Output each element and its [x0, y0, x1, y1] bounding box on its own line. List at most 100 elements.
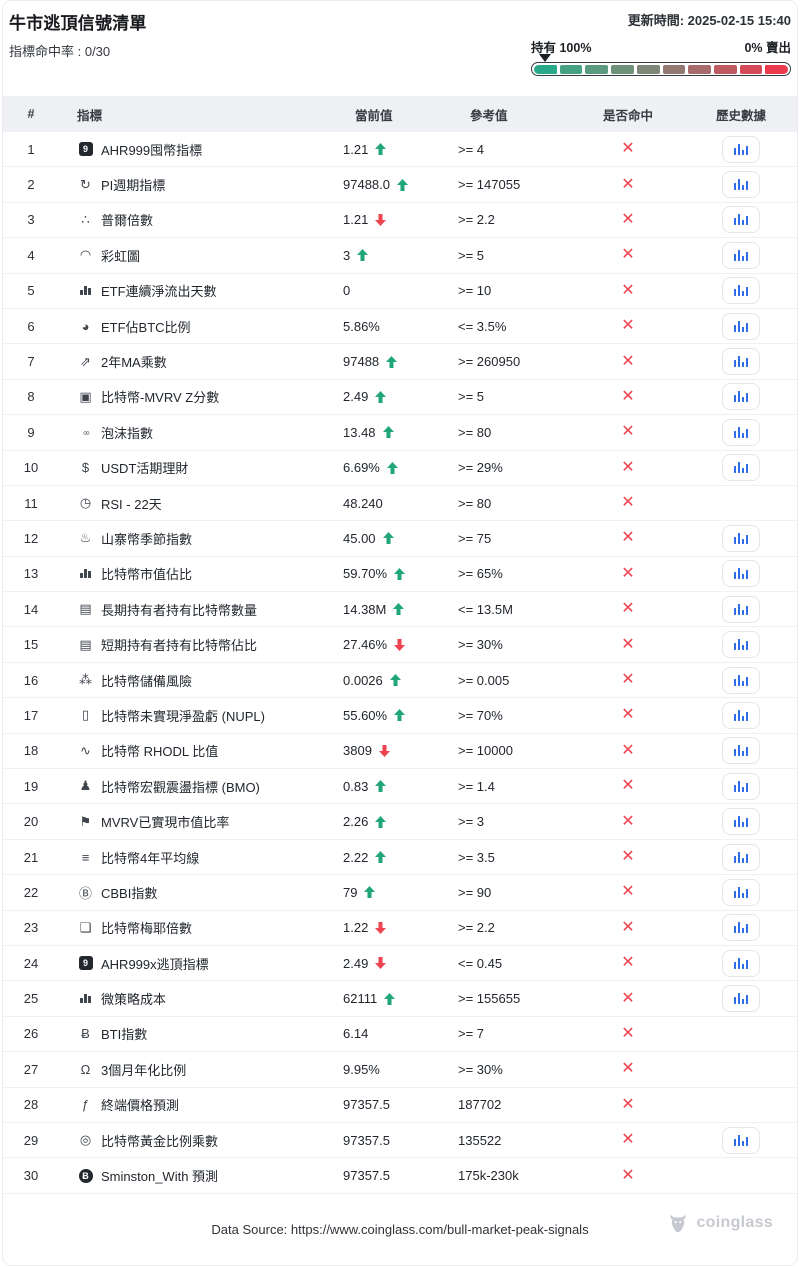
reference-value: >= 7 [458, 1026, 485, 1042]
table-row: 5 ETF連續淨流出天數 0 >= 10 ✕ [3, 273, 797, 309]
table-row: 24 9 AHR999x逃頂指標 2.49 <= 0.45 ✕ [3, 945, 797, 982]
row-number: 13 [23, 566, 39, 582]
miss-x-icon: ✕ [621, 918, 635, 936]
column-header-hit: 是否命中 [602, 108, 653, 123]
table-row: 4 ◠ 彩虹圖 3 >= 5 ✕ [3, 238, 797, 274]
history-chart-button[interactable] [722, 206, 760, 234]
table-row: 3 ∴ 普爾倍數 1.21 >= 2.2 ✕ [3, 202, 797, 239]
indicator-name: 比特幣4年平均線 [101, 850, 200, 866]
history-chart-button[interactable] [722, 808, 760, 836]
history-chart-button[interactable] [722, 312, 760, 340]
row-number: 8 [27, 389, 35, 405]
indicator-name: 短期持有者持有比特幣佔比 [101, 638, 258, 654]
clipboard-icon: ▣ [79, 388, 92, 404]
history-chart-button[interactable] [722, 878, 760, 906]
bar-chart-icon [733, 143, 749, 155]
current-value: 1.22 [343, 920, 369, 936]
bar-chart-icon [733, 745, 749, 757]
history-chart-button[interactable] [722, 418, 760, 446]
gauge-segment [636, 64, 660, 74]
trend-down-icon [375, 214, 387, 226]
current-value: 27.46% [343, 637, 388, 653]
history-chart-button[interactable] [722, 348, 760, 376]
history-chart-button[interactable] [722, 949, 760, 977]
miss-x-icon: ✕ [621, 529, 635, 547]
history-chart-button[interactable] [722, 914, 760, 942]
miss-x-icon: ✕ [621, 210, 635, 228]
gauge-segment [559, 64, 583, 74]
trend-up-icon [375, 815, 387, 828]
indicator-name: 比特幣儲備風險 [101, 673, 193, 689]
sell-percent-label: 0% 賣出 [744, 41, 791, 55]
reference-value: >= 90 [458, 884, 492, 900]
current-value: 97357.5 [343, 1097, 390, 1113]
history-chart-button[interactable] [722, 631, 760, 659]
indicator-name: 比特幣梅耶倍數 [101, 921, 193, 937]
statue-icon: ♟ [79, 778, 92, 794]
history-chart-button[interactable] [722, 1126, 760, 1154]
current-value: 2.49 [343, 389, 369, 405]
bar-chart-icon [733, 249, 749, 261]
current-value: 3809 [343, 743, 372, 759]
page-header: 牛市逃頂信號清單 更新時間: 2025-02-15 15:40 指標命中率 : … [3, 1, 797, 96]
row-number: 30 [23, 1168, 39, 1184]
current-value: 97488.0 [343, 177, 390, 193]
row-number: 20 [23, 814, 39, 830]
bar-chart-icon [733, 179, 749, 191]
history-chart-button[interactable] [722, 135, 760, 163]
history-chart-button[interactable] [722, 666, 760, 694]
current-value: 97357.5 [343, 1132, 390, 1148]
trend-down-icon [394, 638, 406, 651]
miss-x-icon: ✕ [621, 1060, 635, 1078]
history-chart-button[interactable] [722, 454, 760, 482]
history-chart-button[interactable] [722, 277, 760, 305]
history-chart-button[interactable] [722, 843, 760, 871]
history-chart-button[interactable] [722, 241, 760, 269]
miss-x-icon: ✕ [621, 1024, 635, 1042]
history-chart-button[interactable] [722, 524, 760, 552]
history-chart-button[interactable] [722, 737, 760, 765]
history-chart-button[interactable] [722, 171, 760, 199]
bar-chart-icon [733, 462, 749, 474]
trend-up-icon [375, 390, 387, 403]
trend-up-icon [394, 709, 406, 722]
history-chart-button[interactable] [722, 985, 760, 1013]
history-chart-button[interactable] [722, 595, 760, 623]
history-chart-button[interactable] [722, 701, 760, 729]
bar-chart-icon [733, 780, 749, 792]
nine-badge-icon: 9 [77, 142, 94, 157]
copy-icon: ❏ [79, 919, 92, 935]
miss-x-icon: ✕ [621, 494, 635, 512]
coinglass-brand-name: coinglass [696, 1213, 773, 1231]
flag-icon: ⚑ [79, 813, 92, 829]
trend-up-icon [364, 886, 376, 899]
row-number: 27 [23, 1061, 39, 1077]
current-value: 2.49 [343, 955, 369, 971]
bar-chart-icon [733, 922, 749, 934]
btc-badge-icon: Ƀ [77, 1168, 94, 1183]
gauge-segment [765, 64, 789, 74]
table-row: 2 ↻ PI週期指標 97488.0 >= 147055 ✕ [3, 167, 797, 203]
bar-chart-icon [733, 709, 749, 721]
reference-value: >= 1.4 [458, 778, 495, 794]
column-header-reference-value: 參考值 [470, 108, 508, 123]
bar-chart-icon [733, 285, 749, 297]
reference-value: >= 260950 [458, 354, 521, 370]
gauge-segment [534, 64, 557, 74]
row-number: 17 [23, 707, 39, 723]
bar-chart-icon [733, 391, 749, 403]
history-chart-button[interactable] [722, 560, 760, 588]
current-value: 45.00 [343, 530, 376, 546]
lines-icon: ≡ [81, 849, 90, 865]
bar-chart-icon [733, 320, 749, 332]
current-value: 97488 [343, 354, 380, 370]
current-value: 6.14 [343, 1026, 369, 1042]
indicator-name: 比特幣宏觀震盪指標 (BMO) [101, 779, 260, 795]
miss-x-icon: ✕ [621, 741, 635, 759]
miss-x-icon: ✕ [621, 600, 635, 618]
history-chart-button[interactable] [722, 772, 760, 800]
history-chart-button[interactable] [722, 383, 760, 411]
row-number: 18 [23, 743, 39, 759]
page-footer: Data Source: https://www.coinglass.com/b… [3, 1193, 797, 1264]
reference-value: >= 30% [458, 637, 503, 653]
